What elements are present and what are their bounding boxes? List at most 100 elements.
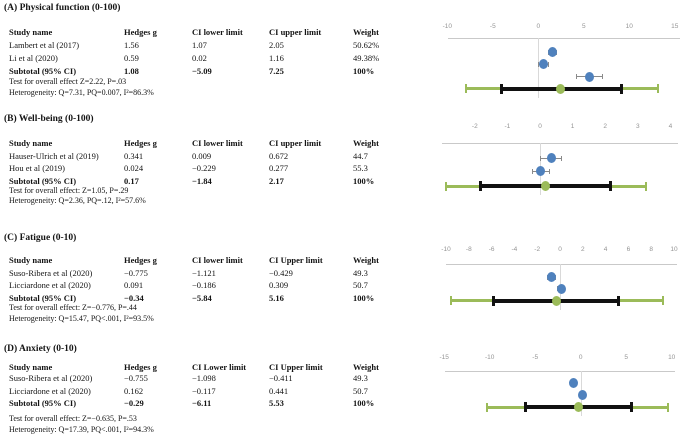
column-header-study: Study name: [9, 27, 53, 37]
axis-tick-label: -4: [511, 246, 518, 253]
overall-effect-note: Test for overall effect: Z=−0.635, P=.53: [9, 414, 137, 423]
axis-tick-label: 10: [625, 23, 633, 30]
summary-ci-cap: [478, 181, 482, 191]
study-name-cell: Hou et al (2019): [9, 163, 65, 173]
overall-effect-note: Test for overall effect Z=2.22, P=.03: [9, 77, 127, 86]
hedges-g-cell: 0.17: [124, 175, 139, 186]
axis-tick-label: 0: [578, 354, 583, 361]
prediction-interval-cap: [485, 402, 488, 412]
summary-effect-marker: [541, 181, 551, 191]
weight-cell: 100%: [353, 398, 375, 408]
prediction-interval-cap: [662, 296, 665, 305]
summary-ci-cap: [491, 295, 495, 306]
heterogeneity-note: Heterogeneity: Q=15.47, PQ<.001, I²=93.5…: [9, 313, 154, 323]
subtotal-row: Subtotal (95% CI) 1.08 −5.09 7.25 100%: [0, 66, 434, 78]
column-header-hedges-g: Hedges g: [124, 255, 157, 265]
prediction-interval-cap: [444, 181, 447, 191]
effect-point: [546, 153, 556, 163]
weight-cell: 100%: [353, 66, 375, 76]
ci-lower-cell: −5.09: [192, 66, 212, 76]
whisker-cap: [602, 74, 604, 79]
effect-point: [547, 47, 557, 57]
axis-tick-label: -10: [484, 354, 495, 361]
ci-lower-cell: −1.84: [192, 175, 212, 186]
axis-tick-label: -2: [534, 246, 541, 253]
study-row: Suso-Ribera et al (2020) −0.755 −1.098 −…: [0, 373, 434, 385]
column-header-study: Study name: [9, 138, 53, 148]
table-header-row: Study name Hedges g CI lower limit CI up…: [0, 27, 434, 39]
column-header-weight: Weight: [353, 138, 379, 148]
axis-tick-label: 0: [536, 23, 541, 30]
axis-tick-label: -8: [465, 246, 472, 253]
summary-effect-marker: [573, 402, 583, 412]
column-header-ci-upper: CI Upper limit: [269, 255, 323, 265]
axis-tick-label: -5: [532, 354, 539, 361]
ci-lower-cell: −1.121: [192, 267, 216, 278]
study-row: Hou et al (2019) 0.024 −0.229 0.277 55.3: [0, 163, 434, 175]
ci-lower-cell: −0.117: [192, 385, 216, 396]
study-name-cell: Li et al (2020): [9, 53, 58, 63]
column-header-weight: Weight: [353, 361, 379, 372]
ci-upper-cell: 0.672: [269, 150, 289, 161]
ci-upper-cell: 7.25: [269, 66, 284, 76]
column-header-study: Study name: [9, 255, 53, 265]
summary-ci-cap: [620, 83, 624, 94]
ci-lower-cell: −1.098: [192, 373, 216, 383]
column-header-weight: Weight: [353, 27, 379, 37]
column-header-study: Study name: [9, 361, 53, 372]
zero-reference-line: [538, 38, 540, 98]
weight-cell: 49.38%: [353, 53, 380, 63]
axis-tick-label: 5: [581, 23, 586, 30]
effect-point: [546, 272, 556, 282]
column-header-ci-lower: CI lower limit: [192, 27, 243, 37]
whisker-cap: [548, 168, 550, 174]
effect-point: [577, 389, 587, 400]
hedges-g-cell: 1.56: [124, 40, 139, 50]
prediction-interval-cap: [464, 84, 467, 93]
summary-ci-cap: [523, 402, 527, 412]
weight-cell: 100%: [353, 175, 375, 186]
plot-axis: [445, 371, 675, 372]
plot-axis: [448, 38, 680, 39]
hedges-g-cell: −0.775: [124, 267, 148, 278]
axis-tick-label: -1: [504, 123, 511, 130]
plot-axis: [446, 264, 677, 265]
axis-tick-label: 0: [538, 123, 542, 130]
ci-lower-cell: −0.229: [192, 163, 216, 173]
ci-upper-cell: 2.17: [269, 175, 284, 186]
ci-upper-cell: 5.16: [269, 292, 284, 303]
ci-upper-cell: 5.53: [269, 398, 284, 408]
weight-cell: 50.7: [353, 280, 368, 290]
column-header-ci-upper: CI Upper limit: [269, 361, 323, 372]
table-header-row: Study name Hedges g CI Lower limit CI Up…: [0, 362, 434, 374]
whisker-cap: [537, 61, 539, 67]
axis-tick-label: 8: [649, 246, 653, 253]
column-header-hedges-g: Hedges g: [124, 27, 157, 37]
heterogeneity-note: Heterogeneity: Q=7.31, PQ=0.007, I²=86.3…: [9, 88, 154, 97]
hedges-g-cell: 0.59: [124, 53, 139, 63]
ci-lower-cell: 0.02: [192, 53, 207, 63]
ci-lower-cell: −6.11: [192, 398, 212, 408]
panel-title: (D) Anxiety (0-10): [4, 344, 77, 354]
weight-cell: 50.7: [353, 385, 368, 396]
column-header-ci-lower: CI lower limit: [192, 138, 243, 148]
study-row: Licciardone et al (2020) 0.162 −0.117 0.…: [0, 386, 434, 398]
axis-tick-label: 4: [668, 123, 673, 130]
weight-cell: 49.3: [353, 373, 368, 383]
effect-point: [585, 71, 595, 82]
axis-tick-label: -10: [441, 246, 451, 253]
study-row: Licciardone et al (2020) 0.091 −0.186 0.…: [0, 280, 434, 292]
whisker-cap: [539, 155, 541, 161]
heterogeneity-note: Heterogeneity: Q=17.39, PQ<.001, I²=94.3…: [9, 425, 154, 434]
whisker-cap: [548, 61, 550, 67]
summary-ci-cap: [500, 83, 504, 94]
column-header-ci-lower: CI lower limit: [192, 255, 243, 265]
ci-upper-cell: −0.429: [269, 267, 293, 278]
subtotal-row: Subtotal (95% CI) −0.29 −6.11 5.53 100%: [0, 398, 434, 410]
ci-upper-cell: 1.16: [269, 53, 284, 63]
study-name-cell: Suso-Ribera et al (2020): [9, 267, 93, 278]
ci-lower-cell: 0.009: [192, 150, 212, 161]
column-header-hedges-g: Hedges g: [124, 138, 157, 148]
hedges-g-cell: 0.341: [124, 150, 144, 161]
weight-cell: 50.62%: [353, 40, 380, 50]
